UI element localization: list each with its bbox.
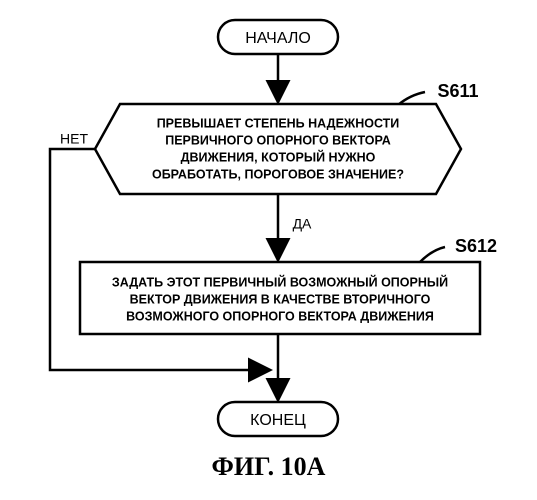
decision-line-0: ПРЕВЫШАЕТ СТЕПЕНЬ НАДЕЖНОСТИ: [157, 116, 400, 130]
process-id-callout: S612: [420, 236, 497, 262]
decision-line-1: ПЕРВИЧНОГО ОПОРНОГО ВЕКТОРА: [165, 133, 391, 147]
no-label: НЕТ: [60, 131, 88, 147]
decision-line-2: ДВИЖЕНИЯ, КОТОРЫЙ НУЖНО: [181, 149, 376, 164]
end-label: КОНЕЦ: [250, 412, 306, 429]
process-node: ЗАДАТЬ ЭТОТ ПЕРВИЧНЫЙ ВОЗМОЖНЫЙ ОПОРНЫЙ …: [80, 262, 480, 334]
start-node: НАЧАЛО: [218, 20, 338, 54]
process-line-0: ЗАДАТЬ ЭТОТ ПЕРВИЧНЫЙ ВОЗМОЖНЫЙ ОПОРНЫЙ: [112, 274, 448, 289]
end-node: КОНЕЦ: [218, 402, 338, 436]
process-line-2: ВОЗМОЖНОГО ОПОРНОГО ВЕКТОРА ДВИЖЕНИЯ: [126, 309, 434, 323]
yes-label: ДА: [293, 216, 312, 232]
start-label: НАЧАЛО: [245, 30, 311, 47]
figure-caption: ФИГ. 10A: [0, 452, 537, 482]
flowchart-canvas: НАЧАЛО S611 ПРЕВЫШАЕТ СТЕПЕНЬ НАДЕЖНОСТИ…: [0, 0, 537, 460]
process-id: S612: [455, 236, 497, 256]
decision-id-callout: S611: [398, 81, 479, 105]
process-line-1: ВЕКТОР ДВИЖЕНИЯ В КАЧЕСТВЕ ВТОРИЧНОГО: [130, 292, 431, 306]
decision-line-3: ОБРАБОТАТЬ, ПОРОГОВОЕ ЗНАЧЕНИЕ?: [152, 167, 404, 181]
decision-id: S611: [437, 81, 478, 101]
decision-node: ПРЕВЫШАЕТ СТЕПЕНЬ НАДЕЖНОСТИ ПЕРВИЧНОГО …: [95, 104, 461, 194]
